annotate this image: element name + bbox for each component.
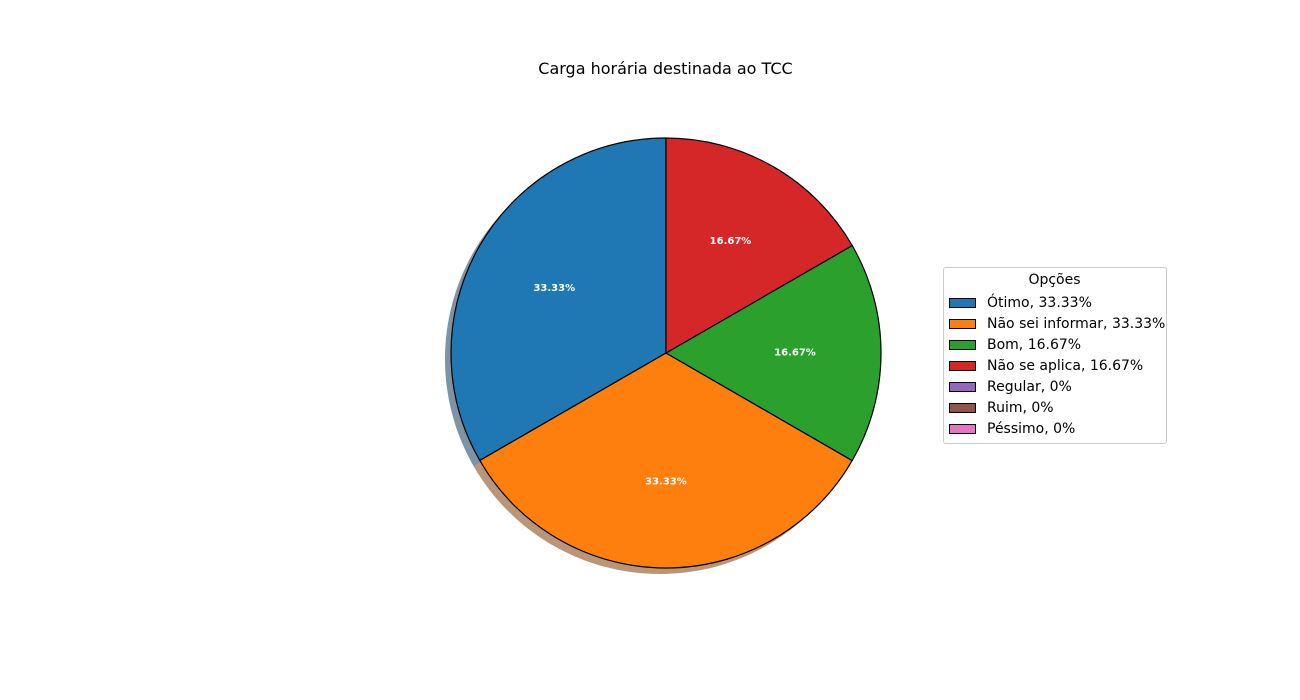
legend-item-ruim: Ruim, 0% [949, 397, 1160, 418]
legend-swatch-bom [949, 339, 976, 350]
legend-label-nao-se-aplica: Não se aplica, 16.67% [987, 357, 1144, 374]
legend-label-otimo: Ótimo, 33.33% [987, 294, 1092, 311]
legend-item-bom: Bom, 16.67% [949, 334, 1160, 355]
chart-title: Carga horária destinada ao TCC [538, 59, 793, 78]
pie-slice-nao-sei-informar [479, 352, 853, 569]
legend-label-pessimo: Péssimo, 0% [987, 420, 1076, 437]
legend-item-otimo: Ótimo, 33.33% [949, 292, 1160, 313]
pie-slice-nao-se-aplica [665, 137, 853, 354]
legend-label-bom: Bom, 16.67% [987, 336, 1082, 353]
legend-swatch-pessimo [949, 423, 976, 434]
pie-label-nao-se-aplica: 16.67% [710, 236, 752, 247]
pie-labels: 33.33% 33.33% 16.67% 16.67% [533, 236, 815, 488]
legend-label-nao-sei-informar: Não sei informar, 33.33% [987, 315, 1166, 332]
legend-swatch-ruim [949, 402, 976, 413]
pie-slices [450, 137, 882, 569]
legend-swatch-regular [949, 381, 976, 392]
legend-items: Ótimo, 33.33% Não sei informar, 33.33% Bom… [949, 292, 1165, 439]
pie-label-bom: 16.67% [774, 348, 816, 359]
pie-label-otimo: 33.33% [533, 283, 575, 294]
legend-item-nao-se-aplica: Não se aplica, 16.67% [949, 355, 1160, 376]
pie-label-nao-sei-informar: 33.33% [645, 477, 687, 488]
pie-slice-otimo [450, 137, 667, 462]
legend-item-regular: Regular, 0% [949, 376, 1160, 397]
legend-swatch-nao-se-aplica [949, 360, 976, 371]
pie-slice-bom [665, 244, 882, 462]
legend-title: Opções [1028, 272, 1081, 288]
legend-item-pessimo: Péssimo, 0% [949, 418, 1160, 439]
legend: Opções Ótimo, 33.33% Não sei informar, 33… [943, 267, 1167, 444]
legend-swatch-otimo [949, 297, 976, 308]
legend-label-regular: Regular, 0% [987, 378, 1072, 395]
legend-item-nao-sei-informar: Não sei informar, 33.33% [949, 313, 1165, 334]
legend-label-ruim: Ruim, 0% [987, 399, 1054, 416]
legend-swatch-nao-sei-informar [949, 318, 976, 329]
